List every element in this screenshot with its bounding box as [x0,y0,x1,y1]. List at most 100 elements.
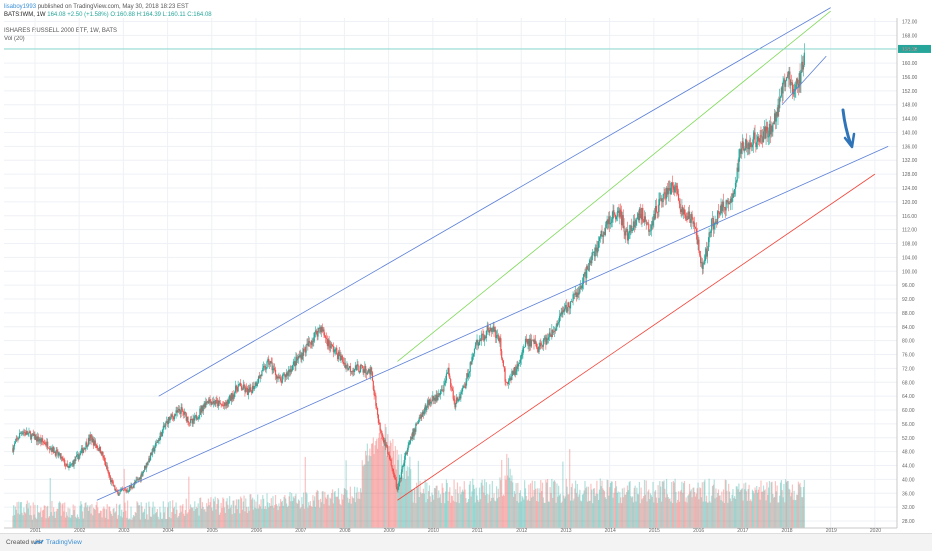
volume-bar [523,499,525,528]
volume-bar [445,479,448,528]
volume-bar [481,479,483,528]
volume-bar [174,513,176,528]
volume-bar [263,508,266,528]
volume-bar [228,508,230,528]
volume-bars [12,424,805,528]
candle-body [652,220,654,226]
candle-body [204,403,206,408]
volume-bar [654,490,657,528]
candle-body [146,463,148,465]
volume-bar [197,503,199,528]
candle-body [801,61,803,72]
candle-body [727,201,729,203]
candle-body [563,308,566,312]
candle-body [290,369,292,372]
candle-body [415,423,417,432]
x-tick-label: 2005 [207,528,218,533]
candle-body [576,292,578,298]
candle-body [635,220,637,225]
candle-body [49,449,51,450]
candle-body [774,113,777,122]
volume-bar [757,489,760,528]
candle-body [148,458,150,463]
candle-body [792,93,794,95]
volume-bar [643,479,646,528]
candle-body [156,442,158,443]
candle-body [381,431,383,436]
candle-body [802,61,804,70]
volume-bar [768,487,770,528]
volume-bar [213,501,215,528]
volume-bar [503,495,505,528]
price-chart[interactable]: 164.08 28.0032.0036.0040.0044.0048.0052.… [0,0,932,533]
candle-body [710,230,712,233]
volume-bar [121,509,123,528]
tradingview-brand[interactable]: TradingView [46,539,82,546]
candle-body [405,452,407,456]
x-tick-label: 2019 [826,528,837,533]
volume-bar [379,425,381,528]
volume-bar [27,508,29,528]
candle-body [210,401,212,405]
candle-body [197,417,199,420]
candle-body [65,463,68,467]
candle-body [70,463,73,465]
volume-bar [409,456,411,528]
volume-bar [130,506,132,528]
volume-bar [85,502,87,528]
candle-body [744,150,746,151]
candle-body [195,415,198,420]
volume-bar [141,506,143,528]
volume-bar [655,497,658,528]
volume-bar [494,500,496,528]
candle-body [547,337,550,340]
candle-body [238,384,240,386]
volume-bar [521,495,523,528]
volume-bar [727,502,729,528]
volume-bar [626,492,628,528]
volume-bar [410,489,413,528]
volume-bar [127,519,130,528]
volume-bar [32,502,34,528]
volume-bar [525,495,527,528]
volume-bar [458,503,460,528]
candle-body [275,375,277,379]
candle-body [293,361,295,362]
candle-body [39,438,41,441]
candle-body [325,338,328,340]
volume-bar [562,461,564,528]
candle-body [790,82,792,86]
volume-bar [251,499,253,528]
candle-body [178,408,180,411]
volume-bar [755,490,757,528]
volume-bar [518,502,520,528]
candle-body [400,472,402,480]
candle-body [136,479,138,481]
candle-body [667,188,669,195]
volume-bar [291,493,293,528]
volume-bar [785,479,787,528]
volume-indicator-label: Vol (20) [4,36,25,42]
volume-bar [712,484,714,528]
volume-bar [585,488,587,528]
candle-body [311,341,313,345]
username-link[interactable]: lisaboy1993 [4,4,37,10]
candle-body [557,323,559,324]
candle-body [601,231,603,236]
volume-bar [241,509,243,528]
candle-body [742,141,744,147]
candle-body [728,201,730,205]
volume-bar [284,495,286,528]
candle-body [77,454,79,460]
volume-bar [728,483,730,528]
candle-body [768,123,771,137]
volume-bar [476,495,478,528]
volume-bar [405,479,407,528]
candle-body [332,346,334,353]
volume-bar [675,491,677,528]
candle-body [732,193,734,199]
volume-bar [254,507,256,528]
candle-body [477,339,479,346]
volume-bar [323,503,325,528]
candle-body [603,232,605,237]
